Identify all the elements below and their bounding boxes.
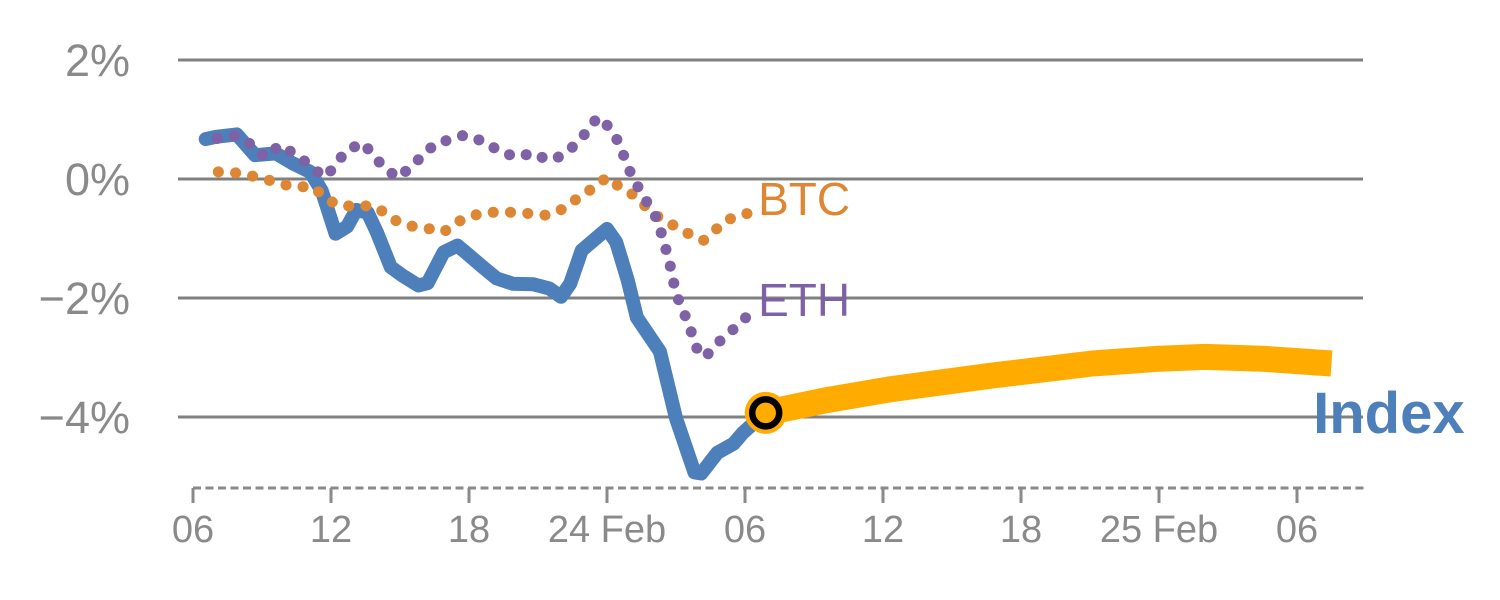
y-axis-label: −4%	[39, 392, 130, 443]
y-axis-label: 2%	[65, 35, 130, 86]
btc-series-label: BTC	[758, 173, 850, 225]
eth-series-label: ETH	[758, 274, 850, 326]
x-axis-label: 12	[862, 509, 904, 551]
index-series-label: Index	[1313, 381, 1465, 446]
x-axis-label: 25 Feb	[1100, 509, 1218, 551]
x-axis-label: 18	[448, 509, 490, 551]
x-axis-label: 06	[724, 509, 766, 551]
x-axis-label: 12	[310, 509, 352, 551]
eth-line	[211, 111, 756, 362]
x-axis-label: 06	[172, 509, 214, 551]
x-axis-label: 06	[1276, 509, 1318, 551]
x-axis-label: 18	[1000, 509, 1042, 551]
y-axis-label: 0%	[65, 154, 130, 205]
x-axis-label: 24 Feb	[548, 509, 666, 551]
y-axis-label: −2%	[39, 273, 130, 324]
btc-line	[212, 166, 756, 246]
now-marker	[748, 396, 783, 430]
index-projection-line	[763, 343, 1333, 426]
